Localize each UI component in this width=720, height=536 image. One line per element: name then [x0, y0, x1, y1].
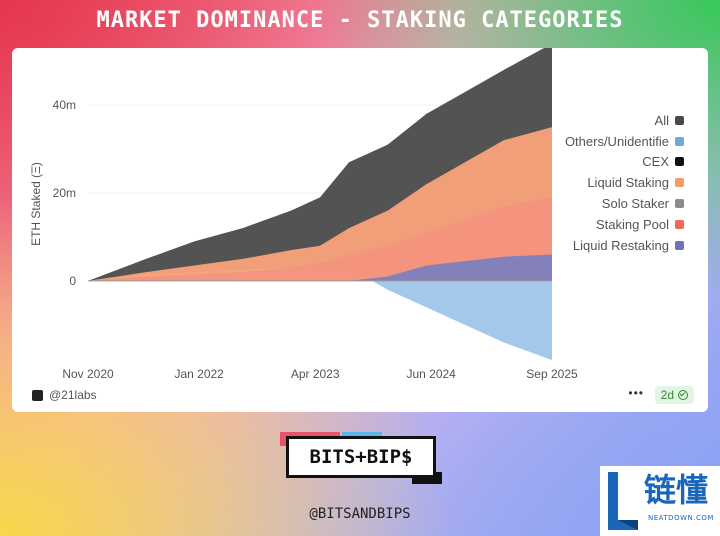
legend-item[interactable]: Liquid Staking: [484, 172, 684, 193]
legend-swatch: [675, 199, 684, 209]
x-tick-label: Apr 2023: [291, 367, 340, 381]
page-title: MARKET DOMINANCE - STAKING CATEGORIES: [96, 8, 624, 33]
y-tick-label: 40m: [53, 98, 76, 112]
legend-item[interactable]: Solo Staker: [484, 193, 684, 214]
legend-label: CEX: [642, 154, 669, 170]
legend-label: Staking Pool: [596, 216, 669, 232]
area-staking-pool: [88, 197, 552, 281]
more-options-icon[interactable]: •••: [628, 386, 644, 400]
legend-swatch: [675, 219, 684, 229]
legend-label: Others/Unidentifie: [564, 133, 669, 149]
check-circle-icon: [678, 390, 688, 400]
area-chart: 40m 20m 0 Nov 2020 Jan 2022 Apr 2023 Jun 2024 S…: [29, 48, 578, 381]
x-tick-label: Nov 2020: [62, 367, 114, 381]
x-tick-label: Sep 2025: [526, 367, 578, 381]
legend-label: All: [654, 112, 669, 128]
y-tick-label: 20m: [53, 186, 76, 200]
legend-item[interactable]: All: [484, 110, 684, 131]
x-tick-label: Jan 2022: [174, 367, 224, 381]
brand-logo: BITS+BIP$: [280, 432, 442, 484]
legend-item[interactable]: Liquid Restaking: [484, 235, 684, 256]
legend-item[interactable]: Staking Pool: [484, 214, 684, 235]
partner-url: NEATDOWN.COM: [648, 514, 714, 522]
partner-watermark: 链懂 NEATDOWN.COM: [600, 466, 720, 536]
chart-legend: All Others/Unidentifie CEX Liquid Staking So…: [484, 110, 684, 256]
social-handle: @BITSANDBIPS: [309, 506, 411, 522]
legend-label: Liquid Staking: [587, 175, 669, 191]
x-tick-label: Jun 2024: [406, 367, 456, 381]
y-tick-label: 0: [69, 274, 76, 288]
legend-swatch: [675, 115, 684, 125]
legend-item[interactable]: Others/Unidentifie: [484, 131, 684, 152]
source-label: @21labs: [49, 388, 97, 402]
partner-name: 链懂: [644, 471, 709, 509]
chart-source[interactable]: @21labs: [32, 388, 97, 402]
area-others-unidentifie: [88, 265, 552, 360]
period-label: 2d: [660, 388, 674, 402]
legend-swatch: [675, 136, 684, 146]
legend-label: Solo Staker: [601, 196, 669, 212]
partner-logo-icon: [608, 472, 638, 530]
legend-swatch: [675, 157, 684, 167]
refresh-period-badge[interactable]: 2d: [654, 386, 694, 404]
legend-swatch: [675, 178, 684, 188]
chart-card: 40m 20m 0 Nov 2020 Jan 2022 Apr 2023 Jun 2024 S…: [12, 48, 708, 412]
source-logo-icon: [32, 389, 43, 401]
legend-swatch: [675, 240, 684, 250]
logo-frame: BITS+BIP$: [286, 436, 436, 478]
logo-text: BITS+BIP$: [309, 446, 413, 468]
y-axis-label: ETH Staked (Ξ): [29, 162, 43, 246]
legend-label: Liquid Restaking: [572, 237, 669, 253]
legend-item[interactable]: CEX: [484, 152, 684, 173]
area-liquid-restaking: [88, 254, 552, 281]
